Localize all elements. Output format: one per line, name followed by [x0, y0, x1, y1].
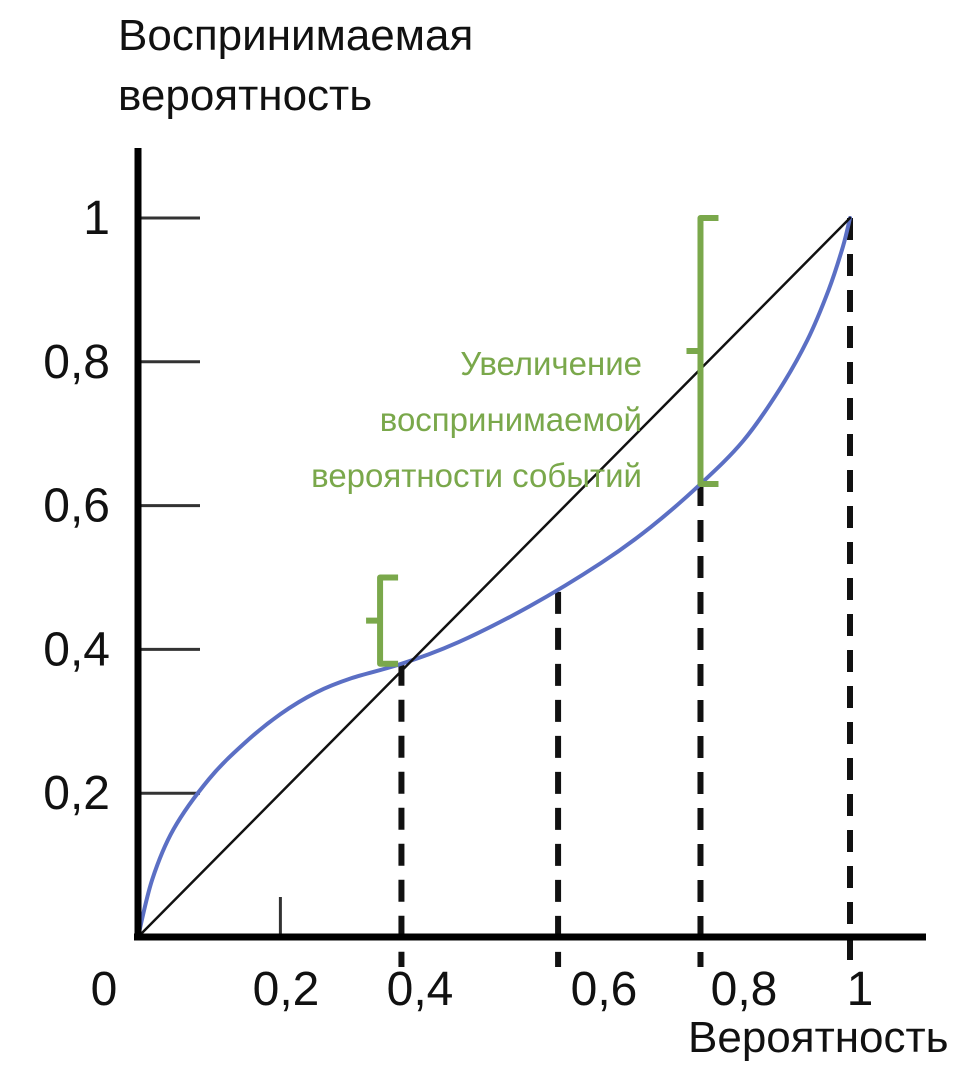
- x-tick-label-2: 0,4: [387, 963, 454, 1016]
- x-tick-label-3: 0,6: [571, 963, 638, 1016]
- y-tick-label-0: 0,2: [43, 767, 110, 820]
- bracket-0: [366, 574, 399, 667]
- x-axis-label: Вероятность: [688, 1013, 949, 1062]
- x-tick-label-5: 1: [847, 963, 874, 1016]
- y-tick-label-3: 0,8: [43, 336, 110, 389]
- y-axis-label-line-2: вероятность: [118, 71, 373, 120]
- y-tick-label-4: 1: [83, 192, 110, 245]
- annotation: Увеличение воспринимаемой вероятности со…: [176, 336, 642, 504]
- series-line-0: [136, 216, 852, 939]
- annotation-line-3: вероятности событий: [311, 457, 642, 494]
- x-tick-label-0: 0: [91, 963, 118, 1016]
- x-tick-label-4: 0,8: [711, 963, 778, 1016]
- y-axis-label: Воспринимаемая вероятность: [118, 6, 473, 126]
- y-tick-label-2: 0,6: [43, 480, 110, 533]
- annotation-line-2: воспринимаемой: [379, 401, 642, 438]
- annotation-line-1: Увеличение: [460, 345, 642, 382]
- bracket-1: [686, 215, 719, 488]
- x-tick-label-1: 0,2: [253, 963, 320, 1016]
- y-axis-label-line-1: Воспринимаемая: [118, 11, 474, 60]
- series-line-1: [136, 216, 852, 939]
- y-tick-label-1: 0,4: [43, 623, 110, 676]
